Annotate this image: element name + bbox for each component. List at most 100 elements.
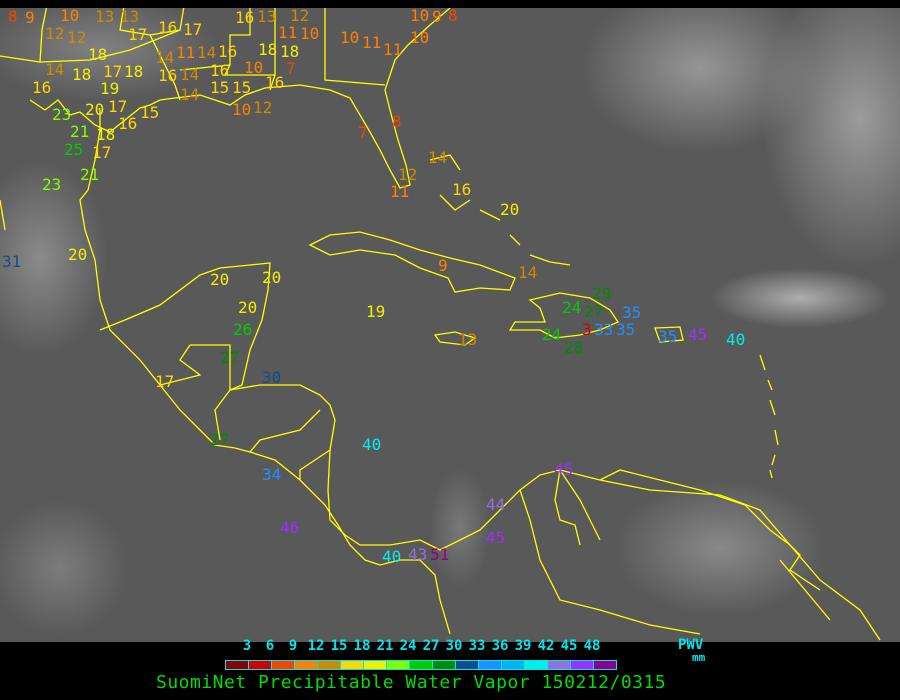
station-pwv-label: 18 xyxy=(72,65,92,84)
puerto-rico-coast xyxy=(654,326,684,343)
station-pwv-label: 9 xyxy=(432,8,442,26)
station-pwv-label: 13 xyxy=(458,330,478,349)
hispaniola-coast xyxy=(508,292,619,339)
station-pwv-label: 45 xyxy=(486,528,506,547)
lesser-antilles xyxy=(759,354,779,479)
station-pwv-label: 51 xyxy=(430,545,450,564)
legend-swatch xyxy=(318,661,341,669)
station-pwv-label: 24 xyxy=(562,298,582,317)
satellite-map: 8 9 10 13 13 12 12 18 14 18 16 17 18 19 17 14 11 14 16 16 16… xyxy=(0,8,900,642)
legend-tick: 48 xyxy=(583,638,601,654)
station-pwv-label: 11 xyxy=(390,182,410,201)
venezuela-coast xyxy=(554,469,821,591)
station-pwv-label: 26 xyxy=(233,320,253,339)
station-pwv-label: 17 xyxy=(155,372,175,391)
legend-tick: 36 xyxy=(491,638,509,654)
legend-swatch xyxy=(249,661,272,669)
station-pwv-label: 12 xyxy=(290,8,310,25)
legend-swatch xyxy=(341,661,364,669)
station-pwv-label: 40 xyxy=(382,547,402,566)
station-pwv-label: 16 xyxy=(158,66,178,85)
legend-tick: 15 xyxy=(330,638,348,654)
station-pwv-label: 14 xyxy=(180,85,200,104)
map-title: SuomiNet Precipitable Water Vapor 150212… xyxy=(156,672,667,693)
station-pwv-label: 40 xyxy=(362,435,382,454)
yucatan-coast xyxy=(99,262,271,391)
station-pwv-label: 14 xyxy=(180,65,200,84)
station-pwv-label: 20 xyxy=(500,200,520,219)
station-pwv-label: 18 xyxy=(96,125,116,144)
station-pwv-label: 16 xyxy=(218,42,238,61)
station-pwv-label: 19 xyxy=(100,79,120,98)
legend-swatch xyxy=(548,661,571,669)
station-pwv-label: 18 xyxy=(124,62,144,81)
station-pwv-label: 10 xyxy=(244,58,264,77)
station-pwv-label: 29 xyxy=(592,284,612,303)
borders-central xyxy=(214,389,831,635)
station-pwv-label: 18 xyxy=(258,40,278,59)
station-pwv-label: 17 xyxy=(103,62,123,81)
station-pwv-label: 10 xyxy=(340,28,360,47)
station-pwv-label: 13 xyxy=(257,8,277,26)
us-gulf-coast xyxy=(0,8,451,231)
station-pwv-label: 16 xyxy=(265,73,285,92)
station-pwv-label: 15 xyxy=(140,103,160,122)
station-pwv-label: 7 xyxy=(358,123,368,142)
legend-colorbar xyxy=(225,660,617,670)
legend-tick: 21 xyxy=(376,638,394,654)
station-pwv-label: 46 xyxy=(280,518,300,537)
legend-swatch xyxy=(364,661,387,669)
station-pwv-label: 15 xyxy=(210,78,230,97)
legend-tick: 9 xyxy=(288,638,298,654)
station-pwv-label: 10 xyxy=(410,8,430,25)
station-pwv-label: 15 xyxy=(232,78,252,97)
legend-tick: 12 xyxy=(307,638,325,654)
station-pwv-label: 21 xyxy=(80,165,100,184)
station-pwv-label: 27 xyxy=(210,430,230,449)
station-pwv-label: 10 xyxy=(232,100,252,119)
station-pwv-label: 45 xyxy=(554,460,574,479)
station-pwv-label: 24 xyxy=(542,325,562,344)
station-pwv-label: 23 xyxy=(42,175,62,194)
station-pwv-label: 8 xyxy=(8,8,18,26)
legend-tick: 30 xyxy=(445,638,463,654)
coastlines-overlay xyxy=(0,8,881,641)
station-pwv-label: 14 xyxy=(45,60,65,79)
legend-tick: 18 xyxy=(353,638,371,654)
station-pwv-label: 13 xyxy=(120,8,140,26)
station-pwv-label: 17 xyxy=(128,25,148,44)
station-pwv-label: 35 xyxy=(616,320,636,339)
station-pwv-label: 34 xyxy=(262,465,282,484)
station-pwv-label: 14 xyxy=(155,48,175,67)
station-pwv-label: 12 xyxy=(398,165,418,184)
station-pwv-label: 13 xyxy=(95,8,115,26)
station-pwv-label: 43 xyxy=(408,545,428,564)
legend-tick: 3 xyxy=(242,638,252,654)
legend-swatch xyxy=(410,661,433,669)
bahamas-islands xyxy=(429,154,571,266)
station-pwv-label: 11 xyxy=(362,33,382,52)
station-pwv-label: 17 xyxy=(92,143,112,162)
station-pwv-label: 20 xyxy=(68,245,88,264)
station-pwv-label: 14 xyxy=(428,148,448,167)
station-pwv-label: 27 xyxy=(584,302,604,321)
station-pwv-label: 14 xyxy=(518,263,538,282)
legend-tick: 27 xyxy=(422,638,440,654)
color-legend: 3 6 9 12 15 18 21 24 27 30 33 36 39 42 45 48 PWV mm Suo… xyxy=(0,637,900,700)
station-pwv-label: 16 xyxy=(118,114,138,133)
station-pwv-label: 44 xyxy=(486,495,506,514)
legend-swatch xyxy=(525,661,548,669)
station-pwv-label: 16 xyxy=(210,61,230,80)
station-pwv-label: 33 xyxy=(594,320,614,339)
legend-tick: 6 xyxy=(265,638,275,654)
station-pwv-label: 45 xyxy=(688,325,708,344)
station-pwv-label: 12 xyxy=(67,28,87,47)
station-pwv-label: 20 xyxy=(210,270,230,289)
legend-swatch xyxy=(295,661,318,669)
station-pwv-label: 16 xyxy=(158,18,178,37)
station-pwv-label: 10 xyxy=(300,24,320,43)
legend-tick: 45 xyxy=(560,638,578,654)
station-pwv-label: 16 xyxy=(235,8,255,27)
station-pwv-label: 31 xyxy=(2,252,22,271)
